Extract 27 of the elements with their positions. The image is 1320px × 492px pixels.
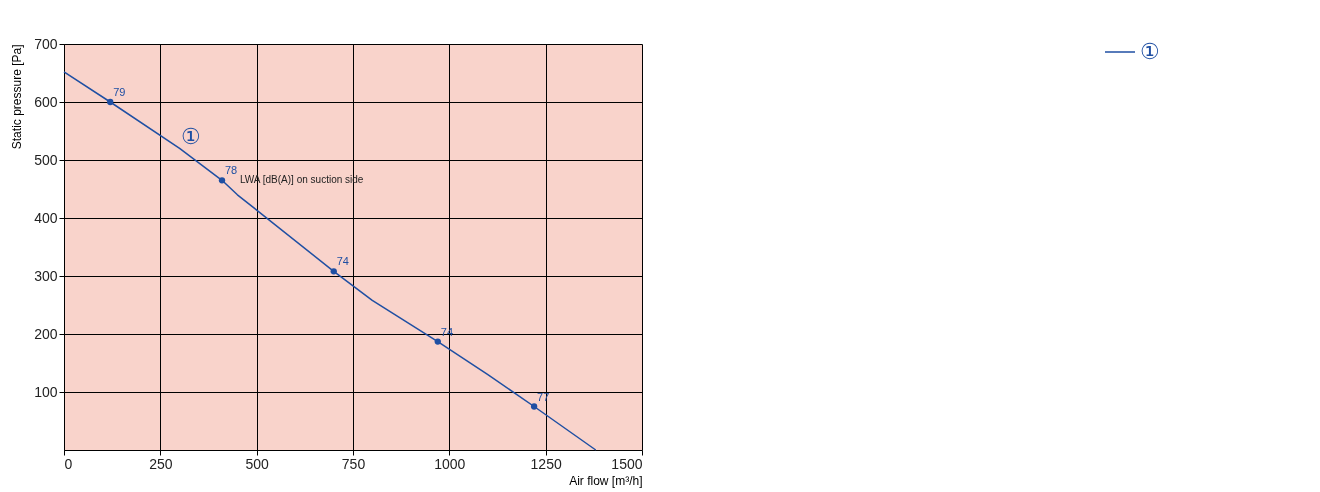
annotation: 79 [113,86,126,98]
line-series [63,71,597,451]
point [330,268,337,275]
x-tick-label: 750 [341,455,366,472]
y-axis-title: Static pressure [Pa] [10,44,25,150]
x-tick-label: 0 [64,455,73,472]
y-tick-label: 200 [34,325,58,342]
point [530,403,538,410]
point [107,98,114,106]
x-tick-label: 1500 [611,455,643,472]
x-tick-label: 500 [245,455,270,472]
point [218,177,226,184]
y-tick-label: 100 [34,383,58,400]
y-tick-label: 700 [34,35,58,52]
annotation: 74 [336,255,349,268]
x-tick-label: 1000 [434,455,466,472]
y-tick-label: 300 [34,267,58,284]
x-tick-label: 250 [149,455,173,472]
y-tick-label: 400 [34,209,58,226]
legend-label: ① [1140,39,1160,64]
point [434,338,441,345]
annotation: 78 [224,164,238,177]
x-tick-label: 1250 [530,455,562,472]
y-tick-label: 600 [34,93,58,110]
annotation: ① [181,123,202,149]
x-axis-title: Air flow [m³/h] [569,473,643,488]
y-tick-label: 500 [34,151,58,168]
